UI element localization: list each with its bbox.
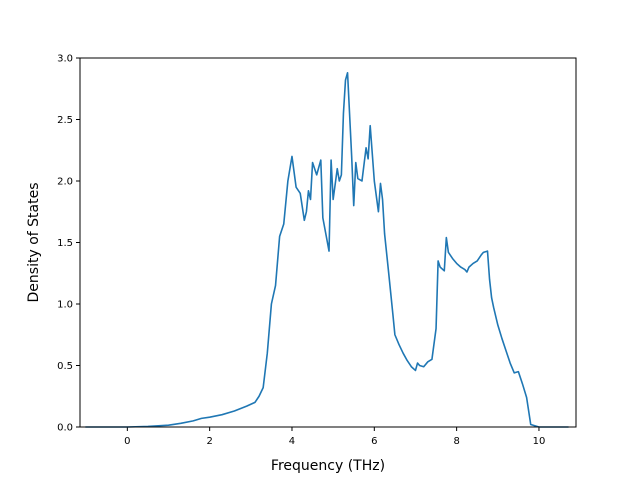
y-tick-label: 0.5 [57,361,73,372]
y-tick-label: 1.5 [57,238,73,249]
y-tick-label: 0.0 [57,423,73,434]
x-tick-label: 10 [533,436,546,447]
series-layer [85,71,569,428]
x-tick-label: 0 [124,436,130,447]
x-axis-label: Frequency (THz) [271,458,385,474]
y-tick-label: 2.0 [57,177,73,188]
plot-area-frame [79,57,577,428]
y-tick-label: 3.0 [57,54,73,65]
x-tick-label: 8 [453,436,459,447]
x-tick-label: 2 [206,436,212,447]
x-tick-label: 4 [289,436,295,447]
x-tick-label: 6 [371,436,377,447]
y-tick-label: 1.0 [57,300,73,311]
y-axis-label: Density of States [26,183,42,303]
dos-series-line [85,71,569,428]
y-tick-label: 2.5 [57,115,73,126]
tick-layer: 0 2 4 6 8 10 0.0 0.5 1.0 1.5 2.0 2.5 3.0 [57,54,545,448]
